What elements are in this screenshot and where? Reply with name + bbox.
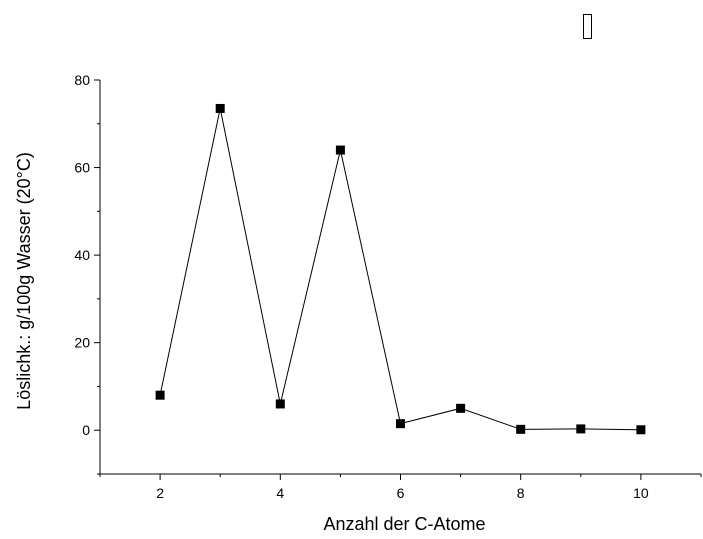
x-axis-title: Anzahl der C-Atome (323, 514, 485, 534)
data-point-marker (456, 403, 466, 413)
placeholder-glyph-box (583, 14, 592, 39)
y-tick-label: 20 (74, 335, 90, 351)
data-point-marker (335, 145, 345, 155)
data-point-marker (396, 419, 405, 429)
y-tick-label: 40 (74, 247, 90, 263)
data-point-marker (155, 390, 165, 400)
y-tick-label: 60 (74, 160, 90, 176)
x-tick-label: 2 (156, 485, 164, 501)
x-tick-label: 10 (633, 485, 649, 501)
data-point-marker (275, 399, 285, 409)
x-tick-label: 6 (397, 485, 405, 501)
data-point-marker (636, 425, 646, 435)
data-point-marker (516, 424, 526, 434)
x-tick-label: 4 (276, 485, 284, 501)
axes-group (99, 80, 701, 475)
y-tick-label: 80 (74, 72, 90, 88)
y-axis-title: Löslichk.: g/100g Wasser (20°C) (14, 152, 34, 410)
data-point-marker (215, 103, 225, 113)
series-group (155, 103, 646, 435)
series-line (159, 108, 641, 431)
x-tick-label: 8 (517, 485, 525, 501)
data-point-marker (576, 424, 586, 434)
ticks-group: 0 20 40 60 80 2 4 6 8 10 (74, 72, 702, 501)
y-tick-label: 0 (82, 422, 90, 438)
